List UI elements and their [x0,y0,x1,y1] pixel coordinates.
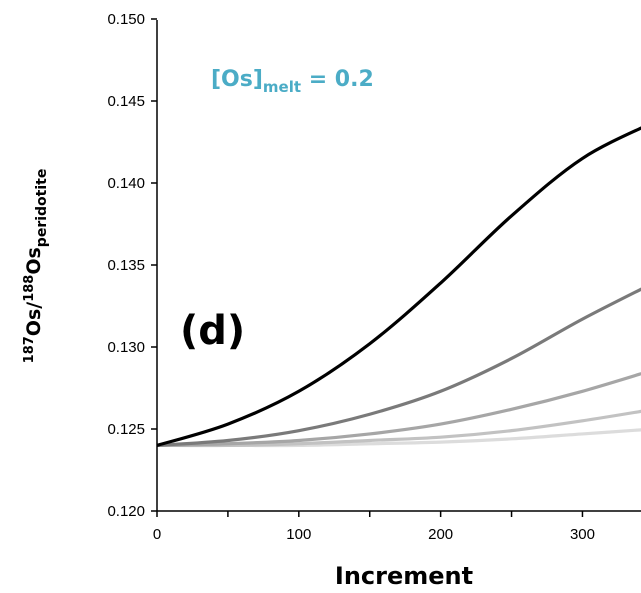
x-axis-label: Increment [335,562,473,590]
series-layer [157,126,641,448]
y-tick-label: 0.145 [107,93,145,110]
x-ticks: 0 100 200 300 [153,511,595,543]
y-tick-label: 0.125 [107,421,145,438]
y-ticks: 0.120 0.125 0.130 0.135 0.140 0.145 0.150 [107,11,157,520]
x-tick-label: 100 [286,526,311,543]
y-label-os-2: Os [23,247,45,274]
x-tick-label: 0 [153,526,161,543]
y-tick-label: 0.120 [107,503,145,520]
y-tick-label: 0.135 [107,257,145,274]
x-tick-label: 300 [570,526,595,543]
x-tick-label: 200 [428,526,453,543]
series-line-2 [157,287,641,447]
os-melt-annotation: [Os]melt = 0.2 [211,67,374,96]
y-tick-label: 0.150 [107,11,145,28]
y-label-sub-peridotite: peridotite [34,169,50,248]
annotation-value: = 0.2 [301,67,374,92]
y-tick-label: 0.130 [107,339,145,356]
y-label-os-1: Os/ [23,302,45,336]
annotation-os: [Os] [211,67,263,92]
series-line-3 [157,372,641,447]
y-label-sup-188: 188 [22,275,37,302]
y-axis-label: 187Os/188Osperidotite [22,169,50,364]
y-label-sup-187: 187 [22,336,37,363]
panel-label: (d) [180,308,245,354]
series-line-4 [157,409,641,448]
annotation-sub-melt: melt [263,78,301,96]
series-line-1 [157,126,641,447]
y-tick-label: 0.140 [107,175,145,192]
